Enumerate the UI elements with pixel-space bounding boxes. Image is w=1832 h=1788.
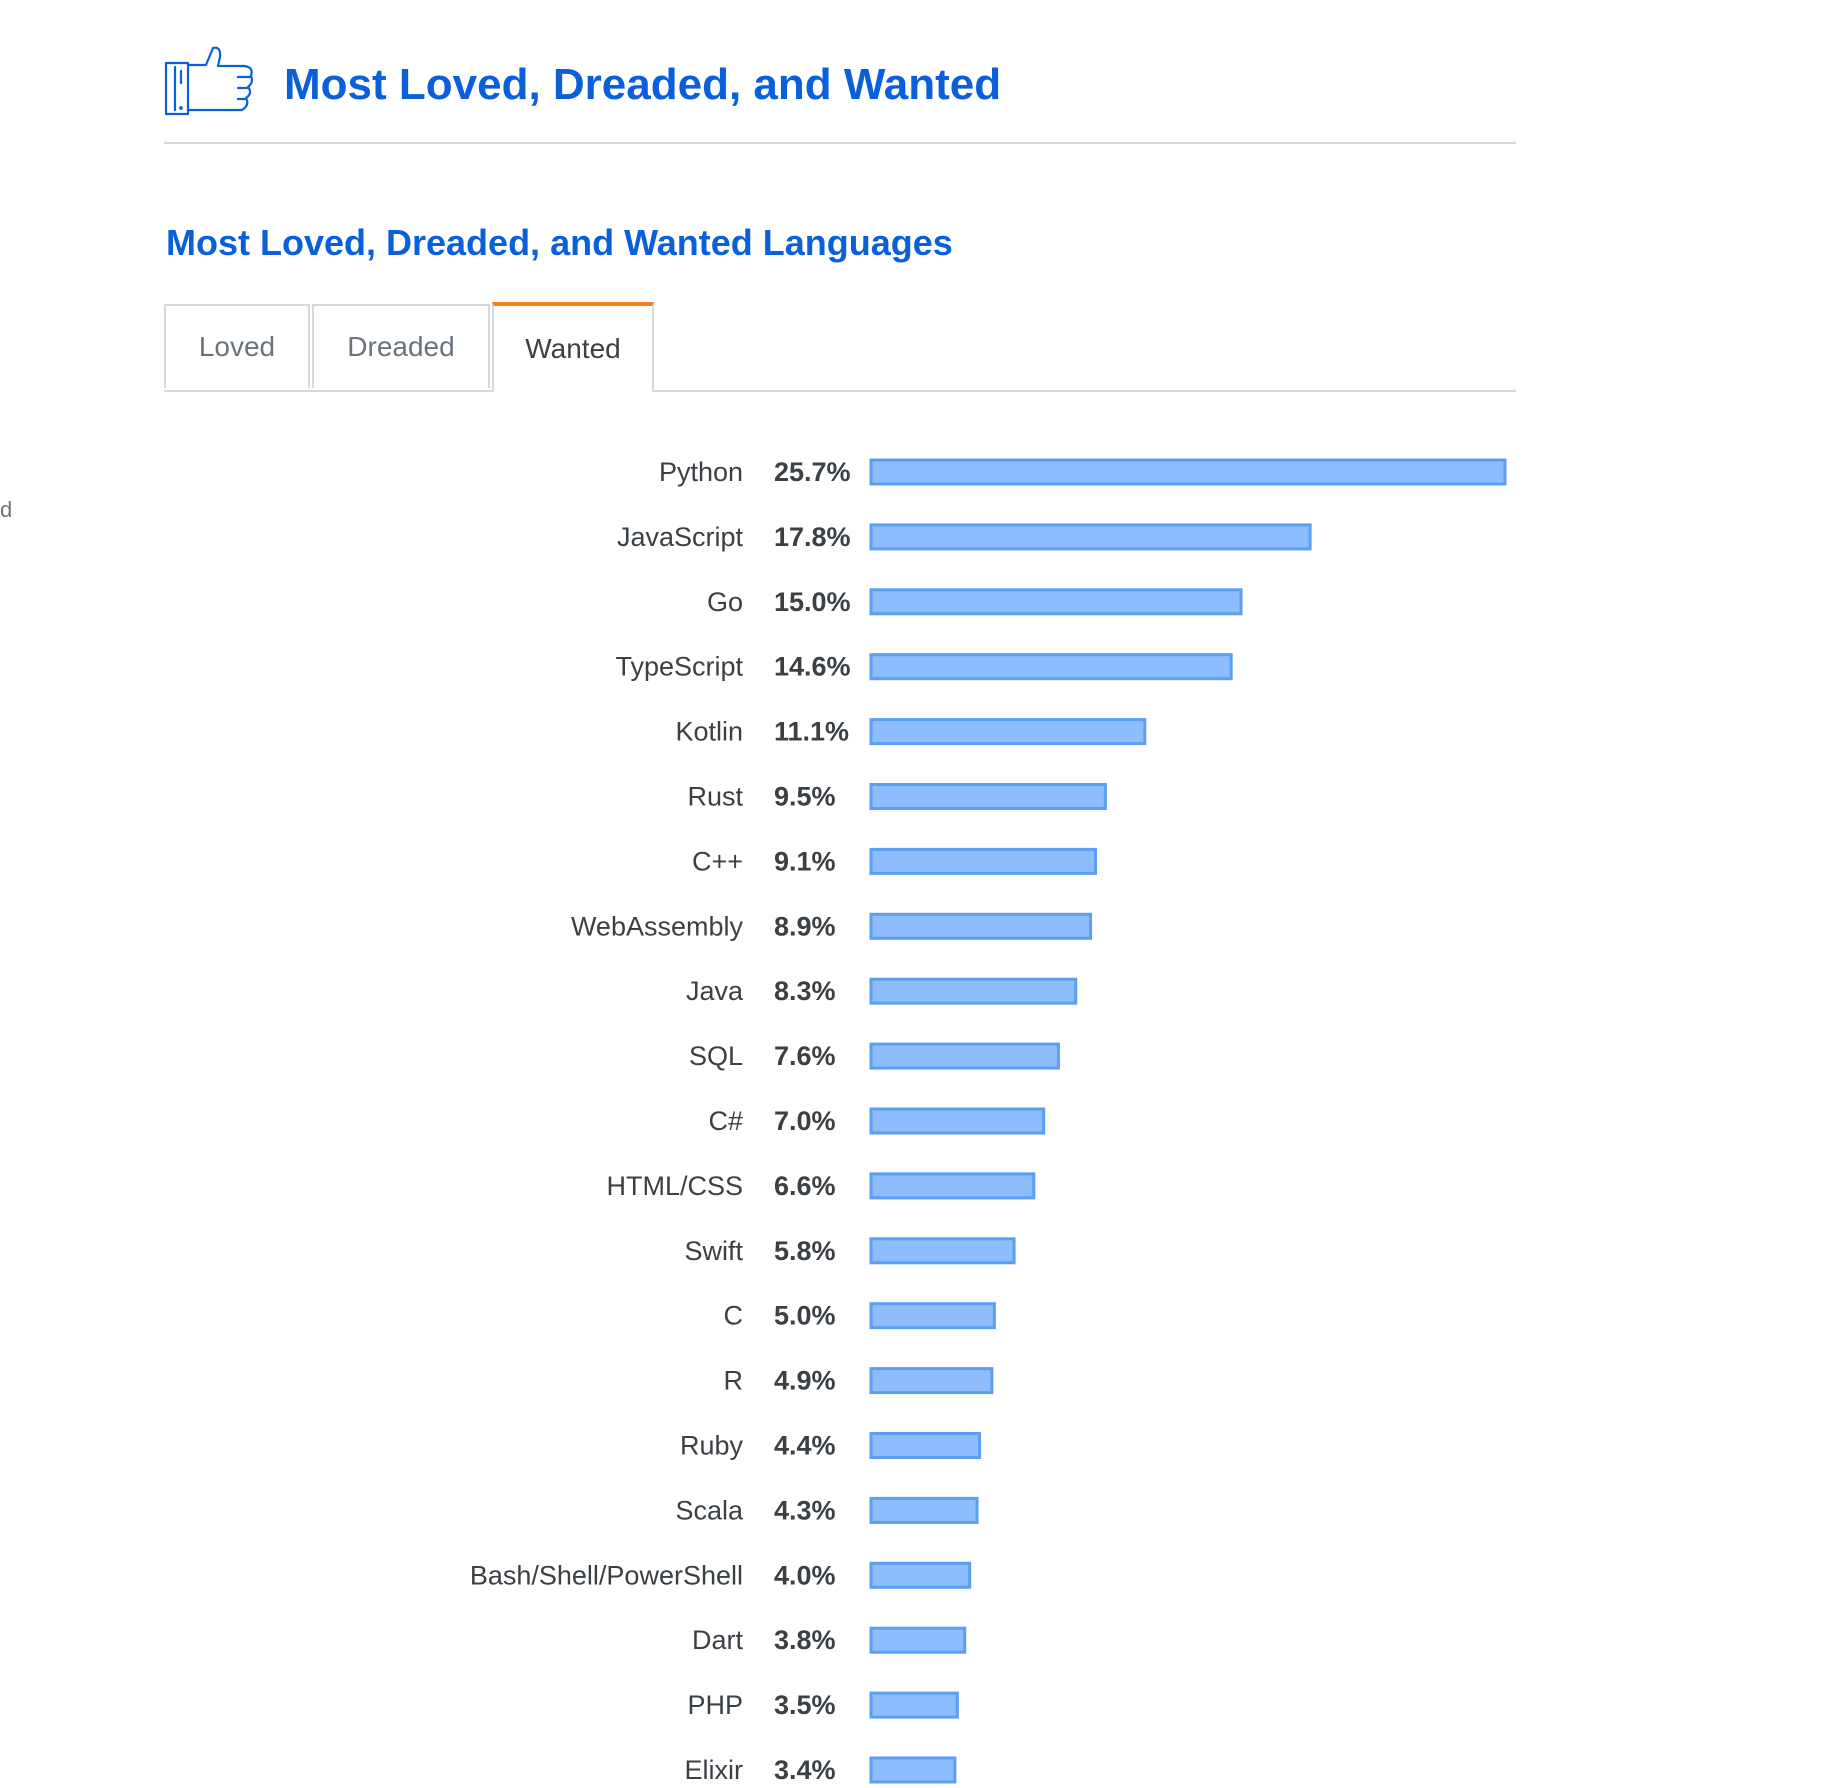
bar bbox=[869, 1691, 959, 1719]
tab-wanted[interactable]: Wanted bbox=[492, 302, 654, 392]
bar bbox=[869, 1626, 967, 1654]
value-label: 17.8% bbox=[774, 522, 851, 552]
bar-row-python: Python 25.7% bbox=[659, 457, 1507, 487]
bar-row-webassembly: WebAssembly 8.9% bbox=[571, 911, 1093, 941]
bar bbox=[869, 1561, 972, 1589]
bar-row-typescript: TypeScript 14.6% bbox=[615, 652, 1233, 682]
category-label: R bbox=[724, 1366, 744, 1396]
bar-row-swift: Swift 5.8% bbox=[684, 1236, 1016, 1266]
bar-row-kotlin: Kotlin 11.1% bbox=[675, 717, 1147, 747]
bar bbox=[869, 847, 1097, 875]
category-label: PHP bbox=[687, 1690, 743, 1720]
value-label: 3.4% bbox=[774, 1755, 836, 1785]
bar bbox=[869, 1496, 979, 1524]
category-label: Ruby bbox=[680, 1431, 744, 1461]
bar bbox=[869, 912, 1093, 940]
bar bbox=[869, 718, 1147, 746]
value-label: 4.3% bbox=[774, 1495, 836, 1525]
value-label: 8.3% bbox=[774, 976, 836, 1006]
value-label: 8.9% bbox=[774, 911, 836, 941]
value-label: 9.1% bbox=[774, 846, 836, 876]
tab-bar: Loved Dreaded Wanted bbox=[164, 302, 1516, 392]
category-label: Bash/Shell/PowerShell bbox=[470, 1560, 743, 1590]
value-label: 14.6% bbox=[774, 652, 851, 682]
bar bbox=[869, 1107, 1046, 1135]
bar-row-scala: Scala 4.3% bbox=[675, 1495, 979, 1525]
thumbs-up-icon bbox=[164, 46, 254, 116]
section-title: Most Loved, Dreaded, and Wanted Language… bbox=[166, 222, 953, 263]
bar bbox=[869, 588, 1243, 616]
category-label: HTML/CSS bbox=[606, 1171, 743, 1201]
clipped-sidebar-text: d bbox=[0, 497, 13, 522]
value-label: 25.7% bbox=[774, 457, 851, 487]
bar bbox=[869, 1367, 994, 1395]
value-label: 4.0% bbox=[774, 1560, 836, 1590]
bar-row-dart: Dart 3.8% bbox=[692, 1625, 967, 1655]
value-label: 15.0% bbox=[774, 587, 851, 617]
wanted-languages-bar-chart: Python 25.7% JavaScript 17.8% Go 15.0% TypeScr… bbox=[470, 457, 1507, 1785]
bar-row-c: C++ 9.1% bbox=[692, 846, 1097, 876]
category-label: Go bbox=[707, 587, 743, 617]
bar bbox=[869, 458, 1507, 486]
bar-row-bash-shell-powershell: Bash/Shell/PowerShell 4.0% bbox=[470, 1560, 972, 1590]
bar bbox=[869, 1756, 957, 1784]
value-label: 6.6% bbox=[774, 1171, 836, 1201]
value-label: 4.4% bbox=[774, 1431, 836, 1461]
bar-row-java: Java 8.3% bbox=[686, 976, 1078, 1006]
bar bbox=[869, 653, 1233, 681]
category-label: C# bbox=[708, 1106, 743, 1136]
bar-row-ruby: Ruby 4.4% bbox=[680, 1431, 982, 1461]
value-label: 4.9% bbox=[774, 1366, 836, 1396]
tab-loved[interactable]: Loved bbox=[164, 304, 310, 388]
category-label: C++ bbox=[692, 846, 743, 876]
category-label: WebAssembly bbox=[571, 911, 744, 941]
bar-row-rust: Rust 9.5% bbox=[687, 782, 1107, 812]
bar bbox=[869, 977, 1078, 1005]
value-label: 7.0% bbox=[774, 1106, 836, 1136]
tab-dreaded[interactable]: Dreaded bbox=[312, 304, 490, 388]
bar-row-elixir: Elixir 3.4% bbox=[685, 1755, 957, 1785]
category-label: Rust bbox=[687, 782, 743, 812]
category-label: C bbox=[724, 1301, 744, 1331]
bar-row-go: Go 15.0% bbox=[707, 587, 1243, 617]
page-header: Most Loved, Dreaded, and Wanted bbox=[164, 46, 1516, 144]
value-label: 3.8% bbox=[774, 1625, 836, 1655]
category-label: Python bbox=[659, 457, 743, 487]
page-title: Most Loved, Dreaded, and Wanted bbox=[284, 60, 1002, 109]
value-label: 5.0% bbox=[774, 1301, 836, 1331]
category-label: Kotlin bbox=[675, 717, 743, 747]
value-label: 3.5% bbox=[774, 1690, 836, 1720]
category-label: Dart bbox=[692, 1625, 744, 1655]
bar-row-php: PHP 3.5% bbox=[687, 1690, 959, 1720]
bar-row-sql: SQL 7.6% bbox=[689, 1041, 1060, 1071]
category-label: SQL bbox=[689, 1041, 743, 1071]
bar-row-r: R 4.9% bbox=[724, 1366, 994, 1396]
category-label: JavaScript bbox=[617, 522, 744, 552]
category-label: Elixir bbox=[685, 1755, 744, 1785]
category-label: Scala bbox=[675, 1495, 744, 1525]
bar bbox=[869, 1432, 982, 1459]
bar-row-html-css: HTML/CSS 6.6% bbox=[606, 1171, 1036, 1201]
bar-row-javascript: JavaScript 17.8% bbox=[617, 522, 1312, 552]
category-label: Swift bbox=[684, 1236, 743, 1266]
value-label: 5.8% bbox=[774, 1236, 836, 1266]
bar bbox=[869, 1172, 1036, 1200]
category-label: Java bbox=[686, 976, 744, 1006]
bar-row-c: C 5.0% bbox=[724, 1301, 996, 1331]
bar bbox=[869, 1302, 996, 1330]
value-label: 11.1% bbox=[774, 717, 849, 747]
bar bbox=[869, 783, 1107, 810]
bar bbox=[869, 523, 1312, 551]
bar bbox=[869, 1237, 1016, 1265]
value-label: 7.6% bbox=[774, 1041, 836, 1071]
bar-row-c: C# 7.0% bbox=[708, 1106, 1046, 1136]
value-label: 9.5% bbox=[774, 782, 836, 812]
bar bbox=[869, 1042, 1060, 1070]
category-label: TypeScript bbox=[615, 652, 743, 682]
